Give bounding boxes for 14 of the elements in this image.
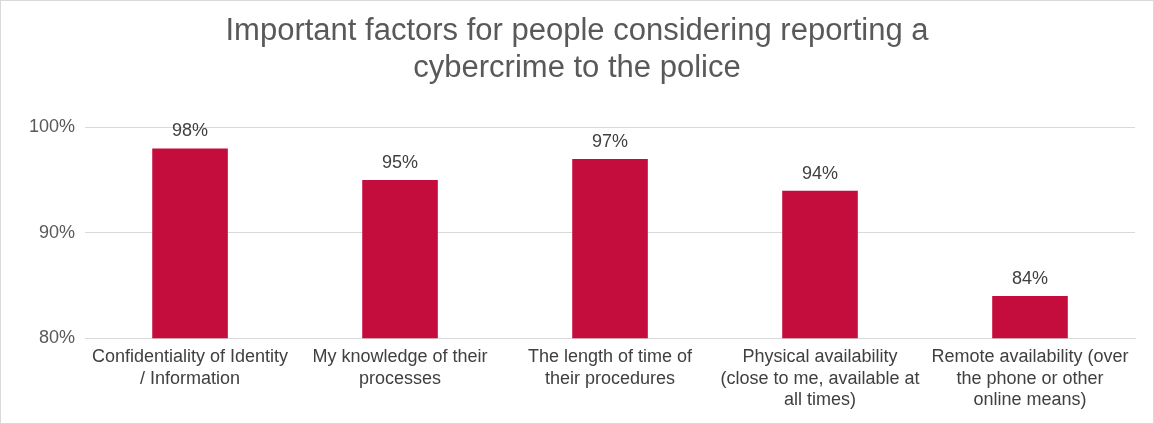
y-tick-label: 100% [28, 116, 76, 137]
data-label: 84% [1011, 268, 1049, 289]
x-tick-label: Remote availability (over the phone or other online means) [931, 345, 1129, 410]
x-tick-label: My knowledge of their processes [312, 345, 488, 388]
x-tick-label: Physical availability (close to me, available at all times) [720, 345, 920, 410]
x-tick-label: The length of time of their procedures [527, 345, 694, 388]
chart-title: Important factors for people considering reporting a cybercrime to the police [225, 12, 930, 85]
y-tick-label: 90% [39, 221, 76, 242]
data-label: 94% [802, 162, 839, 183]
y-tick-label: 80% [39, 327, 76, 348]
data-label: 97% [592, 130, 629, 151]
data-label: 98% [172, 120, 209, 141]
x-tick-label: Confidentiality of Identity / Information [91, 345, 289, 388]
data-label: 95% [382, 152, 419, 173]
